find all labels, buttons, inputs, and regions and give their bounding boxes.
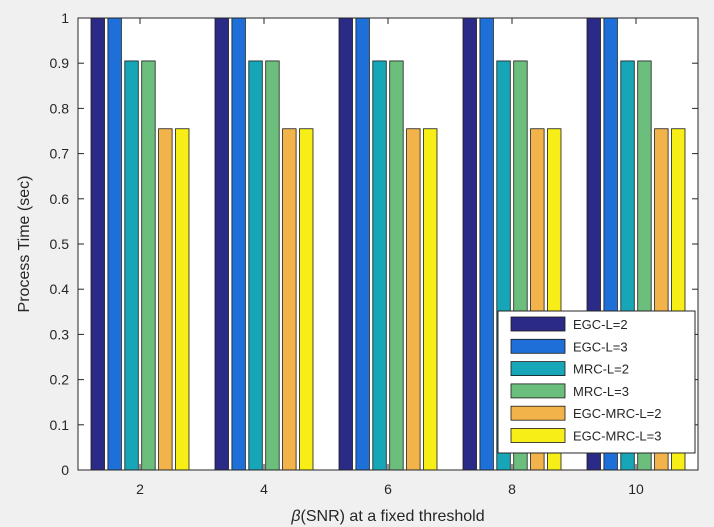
y-tick-label: 0 <box>61 462 69 478</box>
y-axis-title: Process Time (sec) <box>16 176 33 313</box>
bar-egc-l-3-6 <box>355 17 370 471</box>
x-axis-title: β(SNR) at a fixed threshold <box>290 508 484 525</box>
y-tick-label: 0.7 <box>50 146 70 162</box>
bar-egc-mrc-l-3-4 <box>299 128 314 471</box>
bar-egc-mrc-l-3-6 <box>423 128 438 471</box>
bar-egc-l-3-2 <box>107 17 122 471</box>
bar-mrc-l-2-2 <box>124 60 139 471</box>
bar-egc-l-3-4 <box>231 17 246 471</box>
x-axis-title-symbol: β <box>290 508 300 525</box>
bar-egc-mrc-l-2-4 <box>282 128 297 471</box>
x-tick-label: 6 <box>384 481 392 497</box>
y-tick-label: 0.6 <box>50 191 70 207</box>
x-tick-label: 10 <box>628 481 644 497</box>
legend-label: MRC-L=2 <box>573 362 629 377</box>
y-tick-label: 0.5 <box>50 236 70 252</box>
bar-egc-l-2-6 <box>338 17 353 471</box>
x-axis: 2 4 6 8 10 <box>136 18 644 497</box>
bar-mrc-l-3-4 <box>265 60 280 471</box>
legend-swatch <box>510 361 566 377</box>
legend-label: EGC-L=3 <box>573 339 628 354</box>
bar-mrc-l-3-6 <box>389 60 404 471</box>
legend-label: MRC-L=3 <box>573 384 629 399</box>
x-axis-title-text: (SNR) at a fixed threshold <box>301 508 485 525</box>
x-tick-label: 4 <box>260 481 268 497</box>
y-tick-label: 0.3 <box>50 326 70 342</box>
legend-label: EGC-L=2 <box>573 317 628 332</box>
bar-egc-l-2-8 <box>462 17 477 471</box>
legend-swatch <box>510 338 566 354</box>
y-tick-label: 0.8 <box>50 100 70 116</box>
legend-label: EGC-MRC-L=2 <box>573 406 662 421</box>
y-tick-label: 0.4 <box>50 281 70 297</box>
bar-egc-mrc-l-2-2 <box>158 128 173 471</box>
y-tick-label: 1 <box>61 10 69 26</box>
legend-swatch <box>510 316 566 332</box>
y-tick-label: 0.2 <box>50 372 70 388</box>
bar-mrc-l-2-6 <box>372 60 387 471</box>
legend-swatch <box>510 405 566 421</box>
legend-label: EGC-MRC-L=3 <box>573 429 662 444</box>
bar-egc-mrc-l-2-6 <box>406 128 421 471</box>
bar-egc-l-3-8 <box>479 17 494 471</box>
legend-swatch <box>510 428 566 443</box>
legend: EGC-L=2 EGC-L=3 MRC-L=2 MRC-L=3 EGC-MRC-L=2 E… <box>497 310 696 454</box>
y-tick-label: 0.9 <box>50 55 70 71</box>
bar-egc-mrc-l-3-2 <box>175 128 190 471</box>
x-tick-label: 2 <box>136 481 144 497</box>
y-axis: 0 0.1 0.2 0.3 0.4 0.5 0.6 0.7 0.8 0.9 1 <box>50 10 698 478</box>
bar-mrc-l-2-4 <box>248 60 263 471</box>
bar-egc-l-2-2 <box>90 17 105 471</box>
bar-mrc-l-3-2 <box>141 60 156 471</box>
x-tick-label: 8 <box>508 481 516 497</box>
bar-egc-l-2-4 <box>214 17 229 471</box>
legend-swatch <box>510 383 566 399</box>
y-tick-label: 0.1 <box>50 417 70 433</box>
